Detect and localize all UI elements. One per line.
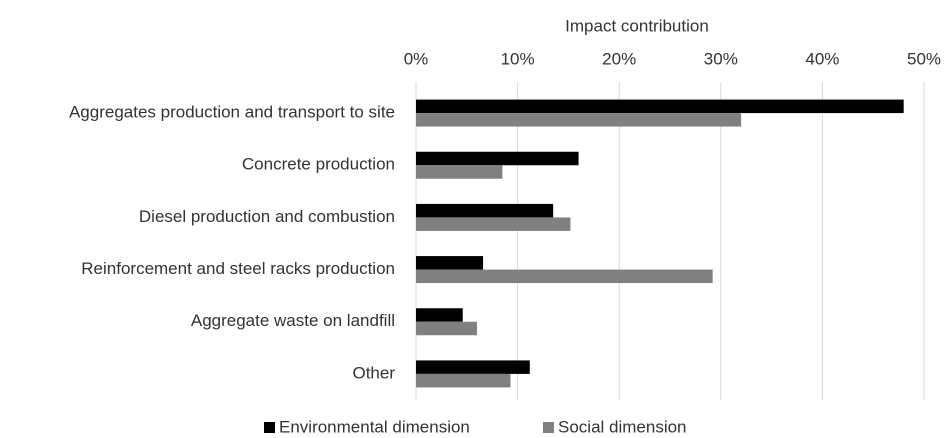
bar [416, 321, 477, 336]
bar [416, 269, 713, 284]
bar [416, 113, 742, 127]
legend-swatch [543, 422, 554, 433]
bar [416, 360, 530, 374]
y-tick-label: Other [352, 363, 395, 382]
bar [416, 217, 571, 231]
legend-label: Environmental dimension [279, 417, 470, 436]
x-tick-label: 40% [805, 49, 839, 68]
bar [416, 256, 484, 270]
y-tick-label: Aggregate waste on landfill [191, 311, 395, 330]
x-tick-label: 0% [404, 49, 429, 68]
legend-label: Social dimension [558, 417, 687, 436]
y-tick-label: Reinforcement and steel racks production [81, 259, 395, 278]
bar [416, 151, 579, 166]
bar [416, 99, 904, 114]
bar [416, 203, 554, 218]
x-axis-label: Impact contribution [565, 16, 709, 35]
bar [416, 165, 503, 179]
bar [416, 373, 511, 388]
x-tick-label: 30% [704, 49, 738, 68]
legend-swatch [264, 422, 275, 433]
y-tick-label: Diesel production and combustion [139, 207, 395, 226]
x-tick-label: 20% [602, 49, 636, 68]
x-tick-label: 50% [907, 49, 941, 68]
y-tick-label: Concrete production [242, 155, 395, 174]
x-tick-label: 10% [501, 49, 535, 68]
y-tick-label: Aggregates production and transport to s… [69, 103, 395, 122]
bar [416, 308, 463, 322]
